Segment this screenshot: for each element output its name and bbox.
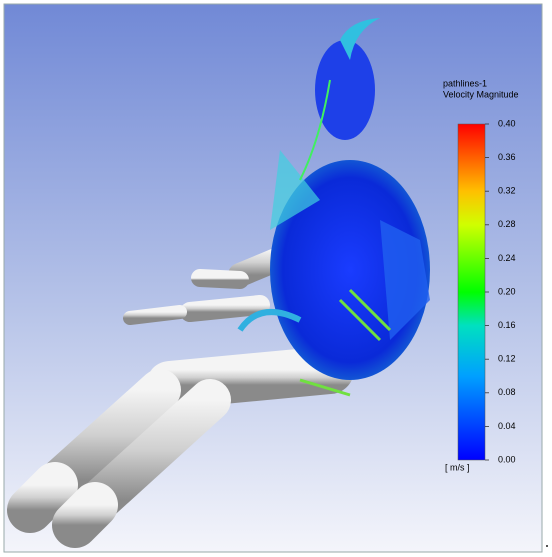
tick-label: 0.00 xyxy=(498,454,516,464)
color-bar xyxy=(457,123,486,461)
tick-label: 0.12 xyxy=(498,354,516,364)
tick-label: 0.20 xyxy=(498,286,516,296)
tick-label: 0.24 xyxy=(498,253,516,263)
tick-label: 0.32 xyxy=(498,186,516,196)
tick-label: 0.08 xyxy=(498,387,516,397)
tick-label: 0.04 xyxy=(498,421,516,431)
legend-title: pathlines-1 xyxy=(443,78,487,88)
tick-label: 0.40 xyxy=(498,118,516,128)
tick-label: 0.16 xyxy=(498,320,516,330)
legend-subtitle: Velocity Magnitude xyxy=(443,89,519,99)
tick-label: 0.28 xyxy=(498,219,516,229)
pathlines xyxy=(237,18,430,397)
tick-label: 0.36 xyxy=(498,152,516,162)
corner-dot xyxy=(546,545,548,547)
legend-unit: [ m/s ] xyxy=(445,462,470,472)
mannequin xyxy=(7,238,354,548)
